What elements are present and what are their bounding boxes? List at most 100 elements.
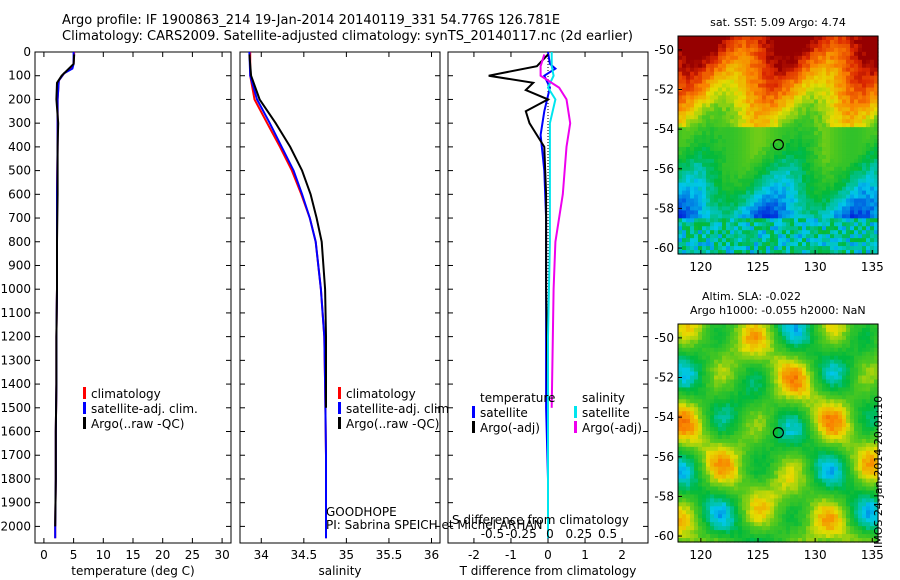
map-cell (726, 71, 731, 77)
map-cell (714, 63, 719, 69)
map-cell (750, 478, 755, 484)
map-cell (682, 174, 687, 180)
map-cell (802, 150, 807, 156)
map-cell (802, 36, 807, 41)
map-cell (874, 347, 879, 353)
map-cell (834, 43, 839, 49)
map-cell (790, 395, 795, 400)
map-cell (746, 222, 751, 227)
map-cell (718, 431, 723, 436)
map-cell (726, 87, 731, 93)
depth-tick-label: 1200 (0, 330, 31, 344)
map-cell (746, 202, 751, 208)
map-cell (802, 375, 807, 381)
map-cell (846, 202, 851, 208)
map-cell (870, 383, 875, 389)
map-cell (774, 238, 779, 243)
map-cell (762, 107, 767, 112)
map-cell (774, 202, 779, 208)
map-cell (786, 431, 791, 436)
map-cell (694, 355, 699, 361)
map-cell (690, 115, 695, 120)
map-cell (834, 234, 839, 239)
map-cell (834, 230, 839, 235)
map-cell (870, 359, 875, 365)
map-cell (710, 107, 715, 112)
map-cell (750, 343, 755, 349)
map-cell (746, 186, 751, 192)
map-cell (822, 59, 827, 65)
map-cell (694, 166, 699, 172)
map-cell (702, 458, 707, 464)
map-cell (862, 442, 867, 448)
map-cell (866, 206, 871, 211)
map-cell (770, 115, 775, 120)
map-cell (782, 423, 787, 428)
salinity-xtick-label: 35 (339, 548, 354, 562)
map-cell (794, 387, 799, 392)
map-cell (790, 55, 795, 61)
map-cell (830, 158, 835, 164)
map-cell (870, 123, 875, 128)
map-cell (834, 107, 839, 112)
map-cell (802, 67, 807, 73)
map-cell (778, 234, 783, 239)
map-cell (854, 182, 859, 188)
map-cell (834, 166, 839, 172)
map-cell (786, 111, 791, 116)
map-cell (850, 107, 855, 112)
map-cell (846, 55, 851, 61)
map-cell (778, 127, 783, 132)
map-cell (782, 375, 787, 381)
map-cell (710, 331, 715, 337)
map-cell (758, 43, 763, 49)
map-cell (758, 166, 763, 172)
map-cell (822, 363, 827, 369)
map-cell (802, 103, 807, 108)
map-cell (686, 438, 691, 444)
map-cell (834, 427, 839, 432)
map-cell (774, 454, 779, 460)
map-cell (818, 210, 823, 215)
map-cell (850, 115, 855, 120)
map-cell (858, 206, 863, 211)
map-cell (834, 399, 839, 404)
map-cell (782, 434, 787, 440)
map-cell (710, 36, 715, 41)
map-cell (822, 250, 827, 255)
map-cell (830, 79, 835, 85)
map-cell (750, 331, 755, 337)
map-cell (838, 67, 843, 73)
map-cell (806, 462, 811, 468)
map-cell (826, 434, 831, 440)
map-cell (854, 91, 859, 97)
map-cell (754, 458, 759, 464)
map-cell (782, 190, 787, 196)
map-cell (686, 423, 691, 428)
map-cell (766, 367, 771, 373)
map-cell (822, 423, 827, 428)
map-cell (834, 250, 839, 255)
map-cell (702, 238, 707, 243)
map-cell (842, 391, 847, 396)
legend-swatch (574, 421, 577, 433)
map-cell (838, 423, 843, 428)
map-cell (842, 222, 847, 227)
map-cell (682, 434, 687, 440)
map-cell (866, 91, 871, 97)
map-cell (858, 107, 863, 112)
map-cell (806, 214, 811, 219)
map-cell (770, 359, 775, 365)
map-cell (702, 43, 707, 49)
map-cell (746, 210, 751, 215)
map-cell (686, 371, 691, 377)
map-cell (682, 438, 687, 444)
map-cell (722, 87, 727, 93)
map-cell (846, 355, 851, 361)
map-cell (698, 246, 703, 251)
map-cell (754, 135, 759, 140)
map-cell (818, 115, 823, 120)
map-cell (802, 162, 807, 168)
map-cell (830, 407, 835, 412)
map-cell (786, 75, 791, 81)
